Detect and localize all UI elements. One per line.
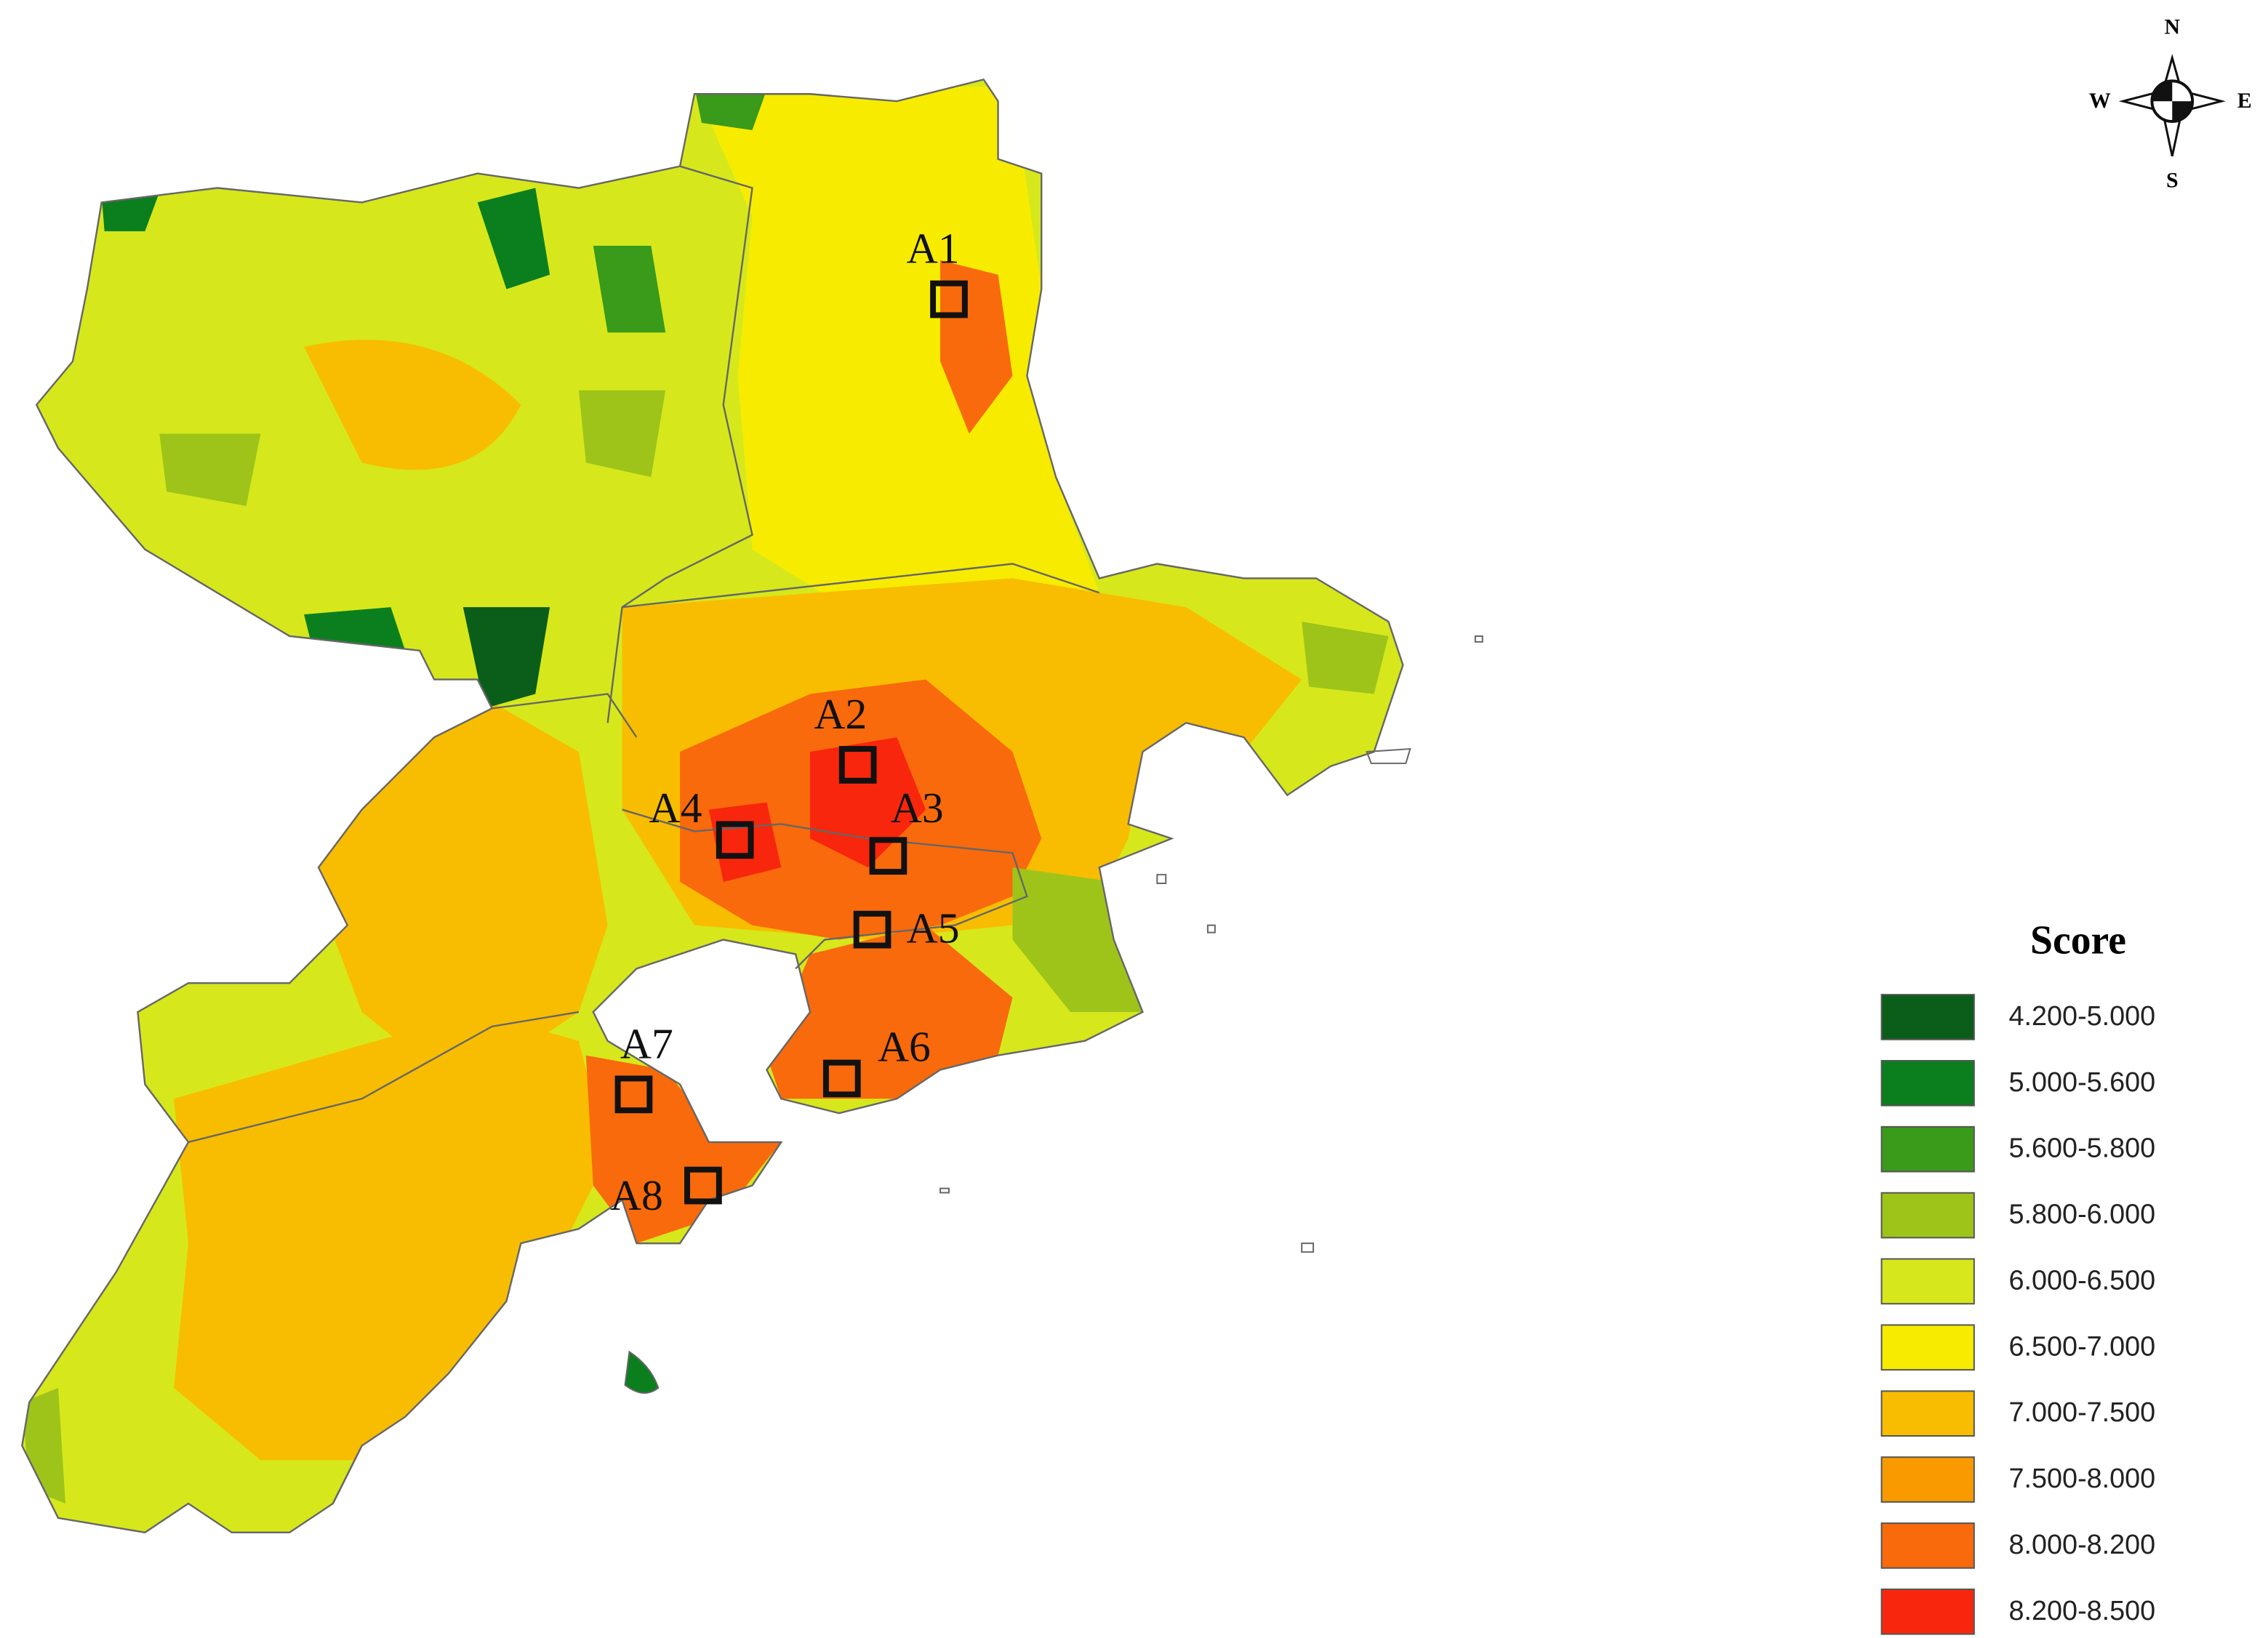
region-fill — [462, 607, 550, 709]
legend-label: 5.800-6.000 — [2009, 1200, 2156, 1230]
legend-label: 8.000-8.200 — [2009, 1530, 2156, 1560]
legend-label: 6.500-7.000 — [2009, 1331, 2156, 1362]
region-fill — [477, 188, 550, 289]
site-box — [614, 1075, 653, 1114]
legend-swatch — [1880, 994, 1975, 1040]
legend-swatch — [1880, 1324, 1975, 1371]
legend-swatch — [1880, 1125, 1975, 1173]
site-label: A1 — [907, 225, 960, 273]
region-fill — [1302, 622, 1389, 694]
legend-label: 7.500-8.000 — [2009, 1464, 2156, 1494]
region-fill — [694, 87, 767, 130]
region-fill — [578, 390, 666, 478]
site-label: A4 — [649, 784, 702, 832]
site-label: A2 — [814, 690, 867, 738]
region-fill — [304, 340, 521, 470]
compass-letter: N — [2164, 15, 2180, 39]
region-fill — [694, 87, 1099, 622]
site-box — [822, 1059, 861, 1098]
site-label: A7 — [620, 1019, 673, 1067]
island — [624, 1350, 660, 1394]
site-box — [869, 837, 907, 875]
legend-swatch — [1880, 1522, 1975, 1569]
compass-letter: S — [2166, 168, 2179, 192]
legend-label: 7.000-7.500 — [2009, 1397, 2156, 1428]
site-box — [930, 280, 968, 318]
region-fill — [159, 433, 261, 506]
legend-swatch — [1880, 1390, 1975, 1437]
region-fill — [766, 925, 1013, 1099]
legend-label: 5.000-5.600 — [2009, 1067, 2156, 1098]
map-land — [22, 79, 1403, 1533]
region-fill — [101, 192, 160, 232]
islet — [939, 635, 1483, 1253]
legend-label: 4.200-5.000 — [2009, 1001, 2156, 1032]
legend: Score 4.200-5.000 5.000-5.600 5.600-5.800 5… — [1880, 918, 2156, 1635]
site-label: A5 — [907, 904, 960, 952]
region-fill — [940, 260, 1013, 434]
region-fill — [593, 246, 666, 333]
site-label: A8 — [610, 1171, 663, 1219]
site-box — [838, 746, 877, 784]
site-label: A6 — [878, 1022, 931, 1070]
compass-quarter — [2152, 81, 2193, 122]
site-box — [853, 910, 891, 949]
legend-swatch — [1880, 1192, 1975, 1239]
site-label: A3 — [891, 784, 944, 832]
compass-letter: E — [2237, 89, 2252, 113]
legend-swatch — [1880, 1059, 1975, 1107]
legend-title: Score — [2030, 918, 2126, 963]
sites: A1 A2 A3 A4 A5 A6 A7 A8 — [610, 225, 968, 1219]
legend-label: 6.000-6.500 — [2009, 1265, 2156, 1296]
compass-letter: W — [2089, 89, 2111, 113]
district-border — [188, 165, 1100, 1504]
site-box — [716, 821, 754, 859]
legend-swatch — [1880, 1588, 1975, 1635]
legend-label: 5.600-5.800 — [2009, 1133, 2156, 1164]
site-box — [684, 1166, 722, 1205]
legend-swatch — [1880, 1258, 1975, 1305]
legend-label: 8.200-8.500 — [2009, 1596, 2156, 1626]
compass: N E S W — [2089, 15, 2252, 193]
legend-swatch — [1880, 1456, 1975, 1503]
